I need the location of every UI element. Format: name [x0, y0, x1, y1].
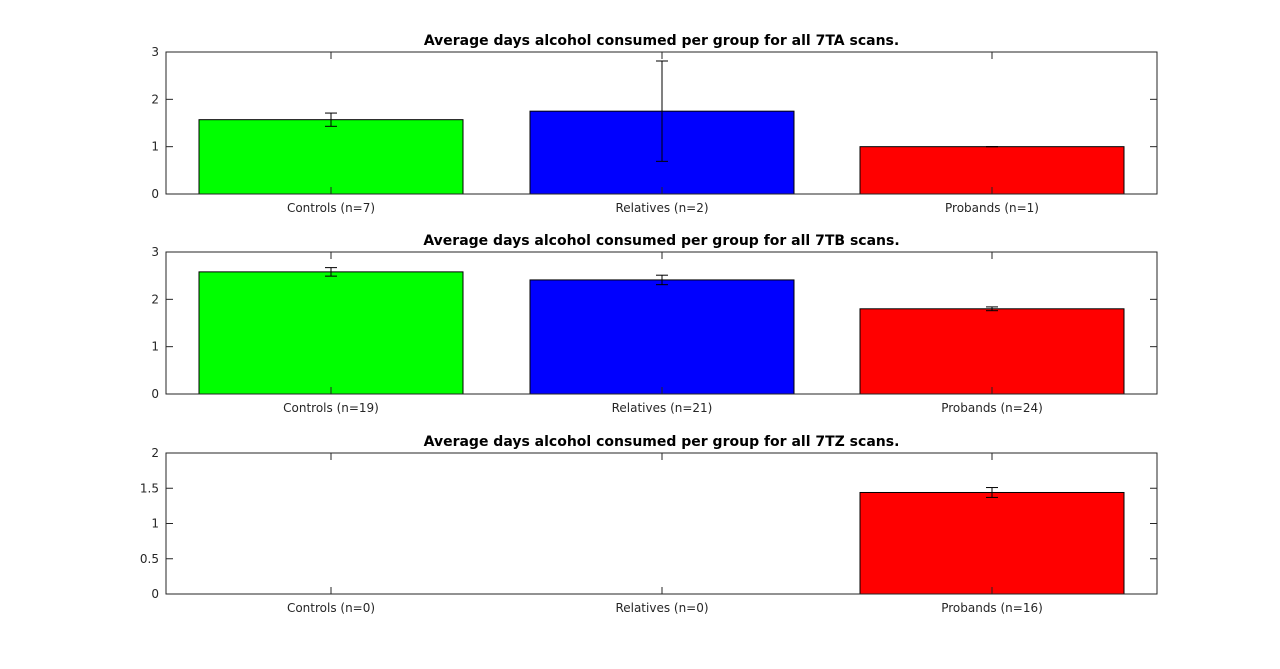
subplot-3: Average days alcohol consumed per group … — [140, 434, 1158, 615]
y-tick-label: 1 — [151, 517, 159, 531]
category-label: Controls (n=7) — [287, 201, 375, 215]
y-tick-label: 0.5 — [140, 552, 159, 566]
y-tick-label: 0 — [151, 587, 159, 601]
category-label: Probands (n=24) — [941, 401, 1043, 415]
y-tick-label: 0 — [151, 187, 159, 201]
subplot-2: Average days alcohol consumed per group … — [151, 233, 1158, 415]
y-tick-label: 2 — [151, 292, 159, 306]
bar — [859, 308, 1125, 395]
bar — [198, 271, 464, 395]
category-label: Relatives (n=2) — [615, 201, 708, 215]
chart-title: Average days alcohol consumed per group … — [424, 33, 899, 49]
y-tick-label: 3 — [151, 245, 159, 259]
y-tick-label: 2 — [151, 92, 159, 106]
chart-title: Average days alcohol consumed per group … — [424, 434, 900, 450]
y-tick-label: 1.5 — [140, 481, 159, 495]
category-label: Relatives (n=21) — [612, 401, 713, 415]
y-tick-label: 3 — [151, 45, 159, 59]
bar — [529, 279, 795, 395]
bar — [859, 146, 1125, 195]
category-label: Controls (n=19) — [283, 401, 379, 415]
y-tick-label: 0 — [151, 387, 159, 401]
bar — [859, 491, 1125, 595]
y-tick-label: 2 — [151, 446, 159, 460]
category-label: Relatives (n=0) — [615, 601, 708, 615]
category-label: Probands (n=16) — [941, 601, 1043, 615]
subplot-1: Average days alcohol consumed per group … — [151, 33, 1158, 215]
y-tick-label: 1 — [151, 340, 159, 354]
chart-title: Average days alcohol consumed per group … — [423, 233, 899, 249]
category-label: Probands (n=1) — [945, 201, 1039, 215]
bar — [198, 119, 464, 195]
category-label: Controls (n=0) — [287, 601, 375, 615]
y-tick-label: 1 — [151, 140, 159, 154]
